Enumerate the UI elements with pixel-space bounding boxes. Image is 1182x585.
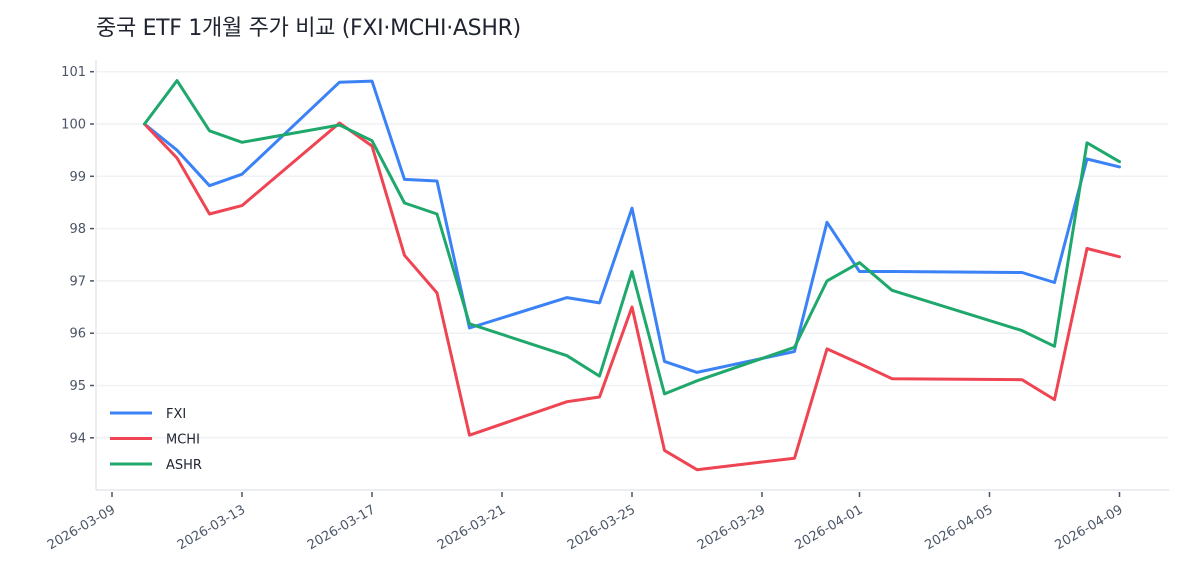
- chart-title: 중국 ETF 1개월 주가 비교 (FXI·MCHI·ASHR): [96, 16, 521, 41]
- x-tick-label: 2026-03-17: [305, 502, 378, 553]
- x-tick-label: 2026-03-25: [565, 502, 638, 553]
- y-tick-label: 99: [69, 170, 86, 185]
- y-tick-label: 94: [69, 431, 86, 446]
- y-tick-label: 95: [69, 379, 86, 394]
- series-line-fxi: [143, 79, 1121, 374]
- series-line-mchi: [143, 121, 1121, 472]
- y-tick-label: 100: [61, 118, 86, 133]
- x-tick-label: 2026-03-21: [435, 502, 508, 553]
- x-tick-label: 2026-04-05: [923, 502, 996, 553]
- legend-label-ashr: ASHR: [166, 458, 202, 473]
- y-tick-label: 97: [69, 274, 86, 289]
- x-tick-label: 2026-03-13: [175, 502, 248, 553]
- x-tick-label: 2026-03-29: [695, 502, 768, 553]
- legend: FXI MCHI ASHR: [110, 407, 202, 473]
- x-tick-label: 2026-04-09: [1053, 502, 1126, 553]
- y-tick-label: 101: [61, 65, 86, 80]
- axes: 94 95 96 97 98 99 100 101 2026-03-09 2026-03-13 20…: [45, 60, 1169, 553]
- legend-label-fxi: FXI: [166, 407, 186, 422]
- series-line-ashr: [143, 79, 1121, 396]
- x-tick-label: 2026-03-09: [45, 502, 118, 553]
- gridlines: [96, 70, 1168, 439]
- series-lines: [143, 79, 1121, 472]
- y-tick-label: 96: [69, 327, 86, 342]
- legend-label-mchi: MCHI: [166, 433, 200, 448]
- x-tick-label: 2026-04-01: [793, 502, 866, 553]
- y-tick-label: 98: [69, 222, 86, 237]
